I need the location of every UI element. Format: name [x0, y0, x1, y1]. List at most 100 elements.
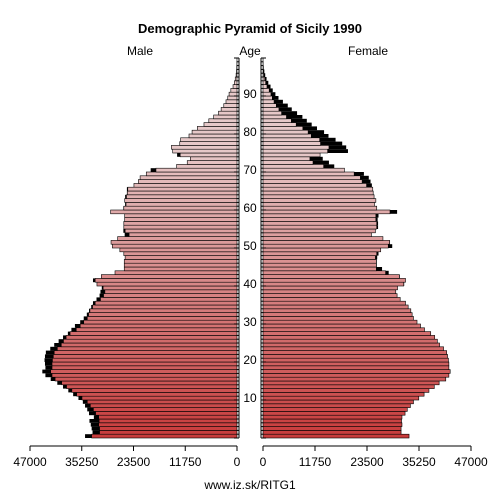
male-bar-age-21	[53, 354, 238, 359]
female-bar-age-89	[262, 95, 273, 101]
male-bar-age-67	[138, 179, 238, 184]
male-bar-age-23	[57, 346, 238, 351]
male-bar-age-94	[234, 76, 238, 82]
male-bar-age-77	[179, 141, 238, 146]
female-bar-age-61	[262, 202, 375, 207]
x-tick-label-female-1: 11750	[299, 455, 332, 469]
female-excess-age-72	[313, 160, 329, 165]
female-excess-age-88	[274, 99, 283, 104]
female-excess-age-77	[320, 141, 343, 146]
x-tick-label-male-3: 11750	[169, 455, 202, 469]
male-excess-age-19	[44, 362, 53, 366]
male-bar-age-34	[92, 304, 238, 310]
female-excess-age-50	[388, 244, 393, 248]
female-bar-age-79	[262, 133, 312, 139]
male-bar-age-13	[66, 384, 238, 389]
female-bar-age-39	[262, 285, 398, 291]
male-excess-age-1	[92, 430, 100, 435]
age-tick-label-50: 50	[243, 239, 257, 253]
male-bar-age-50	[112, 243, 238, 249]
male-bar-age-7	[93, 407, 238, 412]
male-bar-age-10	[81, 395, 238, 401]
female-bar-age-20	[262, 357, 449, 363]
female-bar-age-21	[262, 354, 448, 359]
male-bar-age-12	[71, 388, 238, 393]
x-tick-label-female-0: 0	[260, 455, 267, 469]
male-bar-age-46	[123, 259, 238, 264]
male-bar-age-81	[197, 126, 238, 131]
age-tick-label-10: 10	[243, 391, 257, 405]
female-excess-age-85	[281, 111, 298, 115]
female-bar-age-29	[262, 323, 421, 329]
male-excess-age-6	[89, 411, 96, 416]
female-bar-age-55	[262, 224, 378, 230]
male-bar-age-47	[124, 255, 238, 260]
male-excess-age-31	[83, 316, 88, 321]
male-bar-age-15	[54, 376, 238, 382]
male-excess-age-34	[91, 305, 93, 309]
age-tick-label-90: 90	[243, 87, 257, 101]
female-bars	[262, 57, 451, 439]
male-bar-age-3	[98, 422, 238, 427]
male-excess-age-28	[71, 327, 77, 332]
male-bar-age-32	[88, 312, 238, 317]
male-bar-age-2	[99, 426, 238, 431]
female-excess-age-89	[272, 96, 279, 100]
male-bar-age-45	[123, 262, 238, 268]
male-bar-age-61	[125, 202, 238, 207]
male-bar-age-71	[176, 164, 238, 169]
female-excess-age-71	[323, 164, 335, 169]
female-bar-age-10	[262, 395, 420, 401]
male-bar-age-64	[127, 190, 238, 196]
male-bar-age-90	[228, 91, 238, 97]
male-bar-age-40	[96, 281, 238, 287]
female-excess-age-87	[276, 103, 288, 108]
female-bar-age-6	[262, 411, 406, 416]
male-bar-age-0	[91, 433, 238, 439]
age-tick-label-40: 40	[243, 277, 257, 291]
male-excess-age-8	[85, 403, 91, 408]
male-bar-age-69	[145, 171, 238, 177]
female-excess-age-56	[376, 221, 379, 226]
female-excess-age-94	[264, 77, 267, 81]
female-bar-age-45	[262, 262, 377, 268]
female-bar-age-54	[262, 228, 376, 234]
male-excess-age-35	[92, 301, 96, 305]
male-bar-age-36	[100, 297, 238, 302]
male-bar-age-27	[69, 331, 238, 336]
male-bar-age-20	[52, 357, 238, 363]
male-bar-age-53	[128, 232, 238, 237]
male-excess-age-23	[50, 346, 58, 351]
male-bar-age-68	[139, 175, 238, 180]
male-excess-age-22	[45, 350, 55, 355]
female-bar-age-24	[262, 342, 440, 348]
male-excess-age-74	[177, 153, 181, 157]
male-bar-age-30	[83, 319, 238, 325]
female-excess-age-66	[366, 183, 372, 188]
female-bar-age-91	[262, 88, 270, 93]
female-bar-age-87	[262, 103, 277, 108]
male-bar-age-78	[180, 137, 238, 142]
female-bar-age-44	[262, 266, 377, 272]
female-excess-age-95	[263, 73, 266, 77]
male-bar-age-66	[133, 183, 238, 188]
male-bar-age-49	[119, 247, 238, 253]
female-excess-age-80	[308, 130, 325, 134]
female-bar-age-50	[262, 243, 389, 249]
female-bar-age-85	[262, 110, 282, 116]
male-bar-age-58	[124, 213, 238, 218]
female-bar-age-9	[262, 399, 414, 405]
male-excess-age-10	[78, 396, 82, 400]
male-excess-age-3	[90, 422, 99, 427]
male-bar-age-33	[89, 308, 238, 313]
age-tick-label-30: 30	[243, 315, 257, 329]
source-label: www.iz.sk/RITG1	[203, 478, 296, 492]
female-bar-age-64	[262, 190, 374, 196]
female-excess-age-84	[286, 115, 303, 119]
female-bar-age-11	[262, 392, 425, 397]
male-bar-age-87	[223, 103, 238, 108]
female-bar-age-18	[262, 365, 450, 370]
female-bar-age-2	[262, 426, 402, 431]
female-bar-age-74	[262, 152, 321, 158]
x-axis-male: 47000 35250 23500 11750 0	[13, 445, 241, 469]
